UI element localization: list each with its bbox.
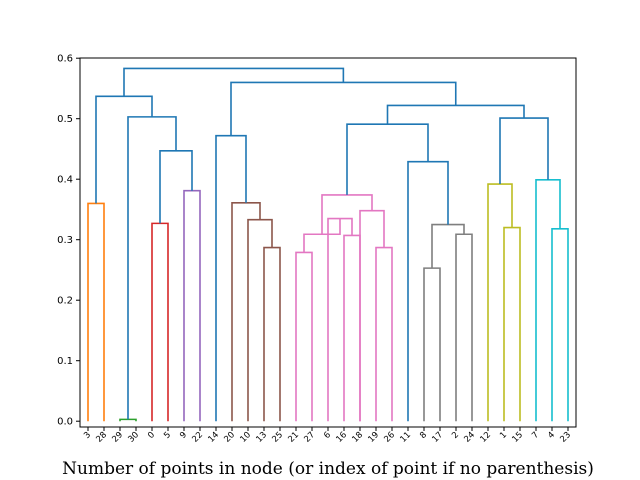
leaf-label: 1 [498, 430, 509, 441]
y-tick-label: 0.5 [57, 114, 73, 125]
y-tick-label: 0.3 [57, 235, 73, 246]
leaf-label: 3 [82, 430, 93, 441]
dendrogram-link [123, 67, 345, 97]
y-tick-label: 0.0 [57, 417, 73, 428]
leaf-label: 2 [450, 430, 461, 441]
leaf-label: 5 [162, 430, 173, 441]
leaf-label: 0 [146, 430, 157, 441]
y-axis: 0.0 0.1 0.2 0.3 0.4 0.5 0.6 [57, 54, 80, 428]
y-tick-label: 0.2 [57, 296, 73, 307]
y-tick-label: 0.4 [57, 175, 73, 186]
leaf-label: 6 [322, 430, 333, 441]
dendrogram-links [87, 67, 569, 422]
leaf-label: 4 [546, 430, 557, 441]
leaf-label: 7 [530, 430, 541, 441]
leaf-label: 9 [178, 430, 189, 441]
y-tick-label: 0.1 [57, 356, 73, 367]
x-axis-label: Number of points in node (or index of po… [62, 459, 594, 479]
y-tick-label: 0.6 [57, 54, 73, 65]
leaf-label: 8 [418, 430, 429, 441]
